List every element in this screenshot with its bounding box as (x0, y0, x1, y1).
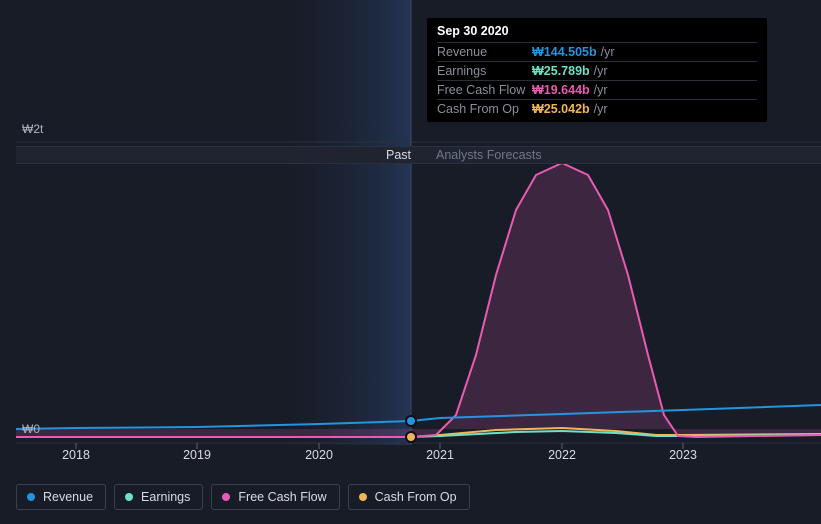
tooltip-row: Free Cash Flow₩19.644b/yr (437, 80, 757, 99)
band-forecast-label: Analysts Forecasts (436, 148, 542, 162)
tooltip-row-unit: /yr (594, 64, 608, 78)
tooltip-row-value: ₩25.042b (532, 102, 590, 116)
band-divider: Past Analysts Forecasts (16, 146, 821, 164)
x-tick: 2018 (62, 448, 90, 462)
tooltip-row-unit: /yr (594, 102, 608, 116)
legend-dot-icon (27, 493, 35, 501)
tooltip-row-unit: /yr (594, 83, 608, 97)
legend-dot-icon (359, 493, 367, 501)
tooltip-row-label: Cash From Op (437, 102, 532, 116)
x-tick: 2023 (669, 448, 697, 462)
tooltip-row-label: Free Cash Flow (437, 83, 532, 97)
band-past-label: Past (386, 148, 411, 162)
tooltip-row: Revenue₩144.505b/yr (437, 42, 757, 61)
legend-label: Free Cash Flow (238, 490, 326, 504)
legend-label: Cash From Op (375, 490, 457, 504)
tooltip-row: Earnings₩25.789b/yr (437, 61, 757, 80)
legend-item-cfo[interactable]: Cash From Op (348, 484, 470, 510)
tooltip-row-unit: /yr (601, 45, 615, 59)
tooltip-row-value: ₩25.789b (532, 64, 590, 78)
y-tick-min: ₩0 (22, 422, 40, 436)
legend: Revenue Earnings Free Cash Flow Cash From O… (16, 484, 470, 510)
x-tick: 2020 (305, 448, 333, 462)
x-tick: 2019 (183, 448, 211, 462)
x-tick: 2022 (548, 448, 576, 462)
tooltip-row-value: ₩144.505b (532, 45, 597, 59)
tooltip: Sep 30 2020 Revenue₩144.505b/yrEarnings₩… (427, 18, 767, 122)
legend-item-earnings[interactable]: Earnings (114, 484, 203, 510)
legend-dot-icon (125, 493, 133, 501)
x-tick: 2021 (426, 448, 454, 462)
legend-item-revenue[interactable]: Revenue (16, 484, 106, 510)
tooltip-row-value: ₩19.644b (532, 83, 590, 97)
tooltip-row: Cash From Op₩25.042b/yr (437, 99, 757, 118)
legend-dot-icon (222, 493, 230, 501)
legend-label: Revenue (43, 490, 93, 504)
chart-area: ₩2t ₩0 Past Analysts Forecasts Sep 30 20… (16, 0, 821, 475)
y-tick-max: ₩2t (22, 122, 43, 136)
tooltip-row-label: Revenue (437, 45, 532, 59)
legend-label: Earnings (141, 490, 190, 504)
tooltip-date: Sep 30 2020 (437, 24, 757, 38)
tooltip-row-label: Earnings (437, 64, 532, 78)
legend-item-fcf[interactable]: Free Cash Flow (211, 484, 339, 510)
x-axis: 2018 2019 2020 2021 2022 2023 (16, 448, 821, 468)
